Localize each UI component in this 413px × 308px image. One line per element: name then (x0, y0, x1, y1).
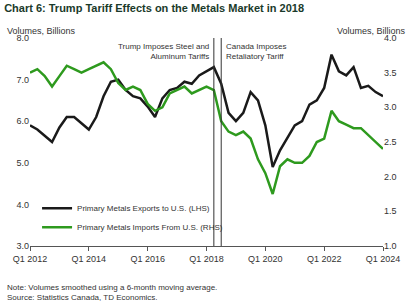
svg-text:Chart 6: Trump Tariff Effects: Chart 6: Trump Tariff Effects on the Met… (4, 2, 304, 14)
svg-text:Q1 2014: Q1 2014 (72, 254, 107, 264)
svg-text:3.0: 3.0 (384, 102, 397, 112)
svg-text:Volumes, Billions: Volumes, Billions (7, 26, 76, 36)
svg-text:5.0: 5.0 (16, 158, 29, 168)
svg-text:Q1 2020: Q1 2020 (248, 254, 283, 264)
svg-text:Trump Imposes Steel andAluminu: Trump Imposes Steel andAluminum Tariffs (118, 42, 209, 61)
svg-text:2.0: 2.0 (384, 172, 397, 182)
svg-text:4.0: 4.0 (384, 33, 397, 43)
svg-text:Primary Metals Exports to U.S.: Primary Metals Exports to U.S. (LHS) (77, 204, 210, 213)
svg-text:1.0: 1.0 (384, 241, 397, 251)
svg-text:8.0: 8.0 (16, 33, 29, 43)
svg-text:3.5: 3.5 (384, 68, 397, 78)
svg-text:Primary Metals Imports From U.: Primary Metals Imports From U.S. (RHS) (77, 223, 223, 232)
svg-text:Volumes, Billions: Volumes, Billions (337, 26, 406, 36)
svg-text:Q1 2018: Q1 2018 (189, 254, 224, 264)
svg-text:1.5: 1.5 (384, 206, 397, 216)
svg-text:7.0: 7.0 (16, 75, 29, 85)
svg-text:Q1 2024: Q1 2024 (366, 254, 401, 264)
svg-text:2.5: 2.5 (384, 137, 397, 147)
svg-text:Q1 2022: Q1 2022 (307, 254, 342, 264)
svg-text:Note: Volumes smoothed using a: Note: Volumes smoothed using a 6-month m… (7, 283, 217, 302)
svg-text:4.0: 4.0 (16, 200, 29, 210)
svg-text:Q1 2016: Q1 2016 (130, 254, 165, 264)
svg-text:Canada ImposesRetaliatory Tari: Canada ImposesRetaliatory Tariff (226, 42, 286, 61)
svg-text:Q1 2012: Q1 2012 (13, 254, 48, 264)
svg-text:6.0: 6.0 (16, 116, 29, 126)
svg-text:3.0: 3.0 (16, 241, 29, 251)
